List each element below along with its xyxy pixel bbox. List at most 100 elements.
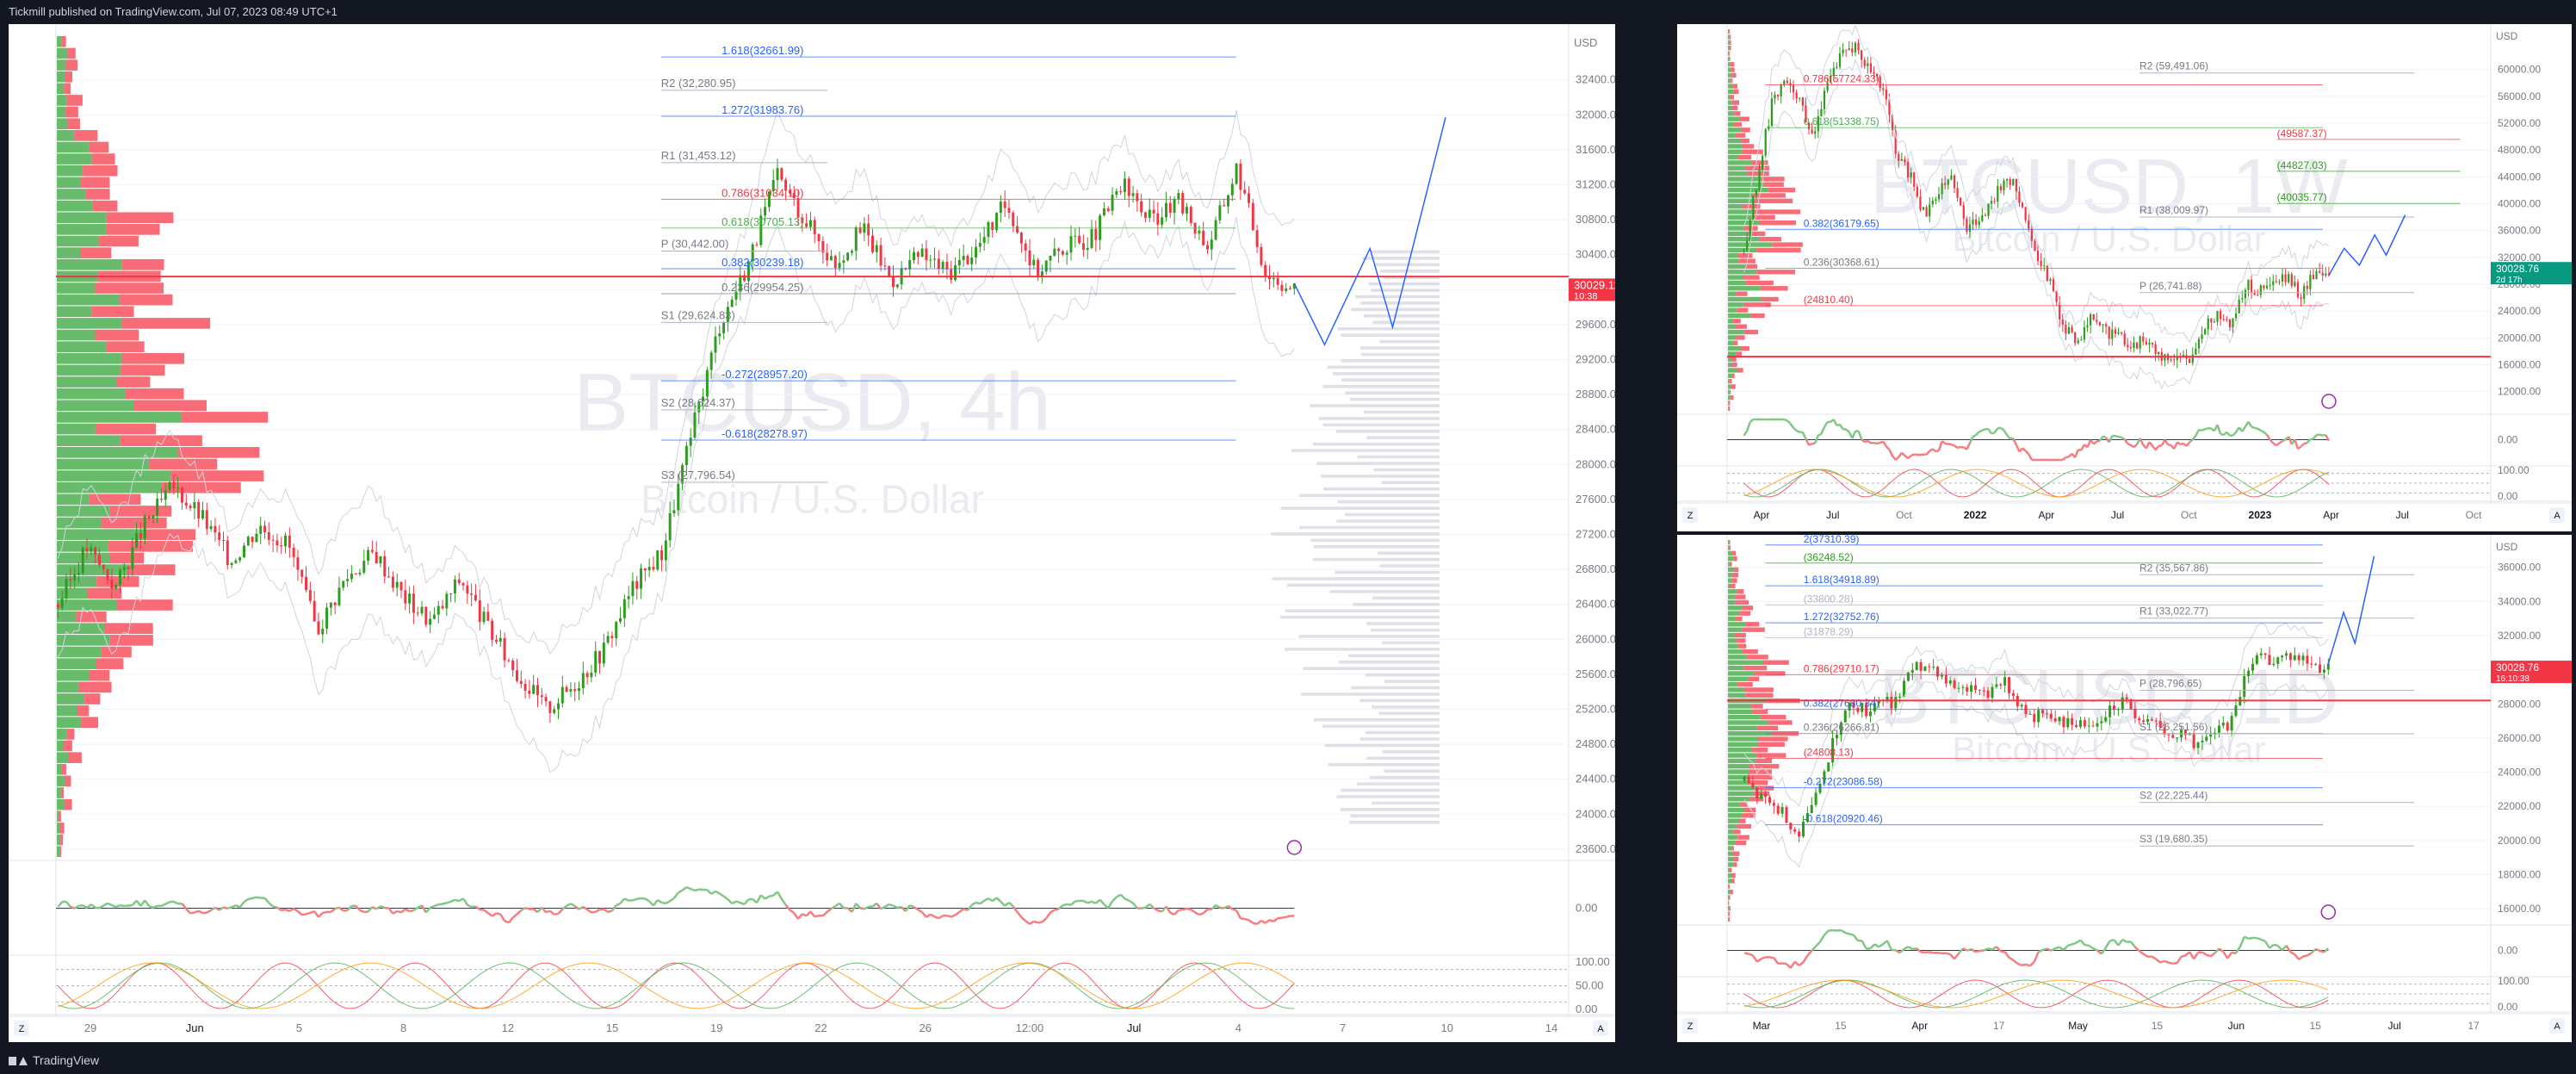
x-tick-label: 15: [1835, 1020, 1847, 1032]
rsi-segment: [2195, 429, 2201, 437]
volume-profile-bar-down: [92, 200, 118, 212]
rsi-segment: [78, 903, 84, 907]
volume-profile-bar-down: [1742, 605, 1754, 611]
zoom-button[interactable]: [14, 1021, 29, 1036]
candle-body: [1028, 250, 1031, 265]
candle-body: [2192, 734, 2195, 748]
candle-body: [1904, 158, 1906, 163]
currency-label: USD: [2496, 541, 2518, 553]
volume-profile-bar-down: [1772, 242, 1803, 247]
candle-body: [172, 481, 176, 489]
chart-panel-4h[interactable]: BTCUSD, 4h Bitcoin / U.S. Dollar USD 32400.…: [9, 24, 1615, 1042]
candle-body: [647, 567, 651, 571]
volume-profile-bar-down: [1730, 95, 1734, 100]
candle-body: [1863, 59, 1866, 66]
rsi-segment: [678, 889, 684, 894]
candle-body: [2129, 698, 2133, 710]
rsi-segment: [2084, 943, 2090, 947]
rsi-segment: [1256, 919, 1262, 925]
y-tick-label: 52000.00: [2498, 117, 2541, 129]
rsi-segment: [1020, 916, 1027, 922]
auto-scale-button[interactable]: [2549, 1018, 2565, 1034]
candle-body: [962, 256, 965, 260]
rsi-segment: [1857, 430, 1863, 440]
volume-profile-bar-up: [57, 95, 67, 106]
volume-profile-bar-up: [57, 775, 65, 787]
candle-body: [2238, 299, 2240, 314]
rsi-segment: [938, 915, 944, 920]
zoom-button[interactable]: [1682, 1018, 1698, 1034]
fib-level-label: (31878.29): [1804, 625, 1854, 637]
candle-body: [1999, 186, 2003, 190]
stoch-line: [1743, 469, 2330, 498]
volume-profile-bar-down: [1729, 905, 1731, 911]
candle-body: [1910, 172, 1912, 178]
volume-profile-bar-down: [1731, 373, 1735, 378]
rsi-segment: [557, 908, 564, 915]
bollinger-upper: [57, 109, 1295, 655]
candle-body: [702, 396, 705, 402]
flash-icon[interactable]: [1286, 840, 1303, 855]
volume-profile-bar-down: [1731, 846, 1734, 851]
candle-body: [1982, 690, 1985, 692]
volume-profile-bar-down: [1731, 105, 1738, 111]
candle-body: [2319, 664, 2322, 673]
candle-body: [1900, 158, 1903, 161]
tradingview-logo[interactable]: TradingView: [9, 1046, 99, 1074]
last-price-value: 30029.11: [1574, 278, 1615, 291]
candle-body: [668, 512, 672, 541]
candle-body: [1272, 277, 1275, 280]
candle-body: [1793, 829, 1797, 832]
auto-scale-button[interactable]: [2549, 507, 2565, 523]
volume-profile-bar-up: [57, 481, 162, 494]
auto-scale-button[interactable]: [1593, 1021, 1608, 1036]
session-volume-bar: [1272, 577, 1440, 580]
volume-profile-bar-up: [57, 658, 96, 669]
candle-body: [705, 369, 709, 397]
candle-body: [1164, 202, 1167, 218]
rsi-segment: [2241, 425, 2246, 432]
volume-profile-bar-up: [57, 282, 96, 294]
candle-body: [201, 510, 204, 519]
rsi-segment: [2272, 442, 2277, 447]
volume-profile-bar-down: [106, 212, 174, 224]
zoom-button[interactable]: [1682, 507, 1698, 523]
session-volume-bar: [1298, 635, 1440, 638]
volume-profile-bar-up: [57, 388, 126, 400]
x-tick-label: 12:00: [1016, 1021, 1044, 1034]
rsi-segment: [1144, 903, 1151, 909]
flash-icon[interactable]: [2321, 394, 2337, 409]
volume-profile-bar-down: [89, 494, 141, 506]
candle-body: [805, 223, 808, 227]
candle-body: [2067, 326, 2071, 334]
candle-body: [399, 581, 403, 591]
volume-profile-bar-up: [1728, 872, 1732, 878]
rsi-segment: [2062, 456, 2067, 461]
rsi-segment: [1004, 901, 1010, 907]
rsi-segment: [722, 895, 729, 901]
volume-profile-bar-down: [1743, 329, 1759, 335]
flash-icon[interactable]: [2320, 904, 2337, 920]
volume-profile-bar-up: [1728, 378, 1730, 384]
rsi-segment: [2276, 442, 2281, 447]
rsi-segment: [2189, 951, 2195, 960]
rsi-segment: [2092, 440, 2098, 445]
rsi-segment: [1882, 441, 1887, 447]
volume-profile-bar-down: [1749, 774, 1773, 780]
rsi-segment: [1141, 906, 1146, 909]
candle-body: [1223, 205, 1226, 207]
rsi-segment: [2176, 955, 2183, 964]
candle-body: [1140, 201, 1143, 213]
volume-profile-bar-down: [119, 294, 173, 306]
volume-profile-bar-up: [1728, 856, 1734, 862]
volume-profile-bar-down: [1737, 643, 1747, 649]
rsi-segment: [2201, 951, 2208, 956]
chart-panel-1w[interactable]: BTCUSD, 1W Bitcoin / U.S. Dollar USD 60000.…: [1677, 24, 2572, 531]
candle-body: [2154, 344, 2157, 354]
candle-body: [2306, 655, 2309, 664]
rsi-segment: [619, 897, 626, 904]
chart-panel-1d[interactable]: BTCUSD, 1D Bitcoin / U.S. Dollar USD 36000.…: [1677, 535, 2572, 1042]
session-volume-bar: [1382, 641, 1440, 645]
volume-profile-bar-down: [96, 658, 124, 669]
candle-body: [1879, 76, 1881, 89]
